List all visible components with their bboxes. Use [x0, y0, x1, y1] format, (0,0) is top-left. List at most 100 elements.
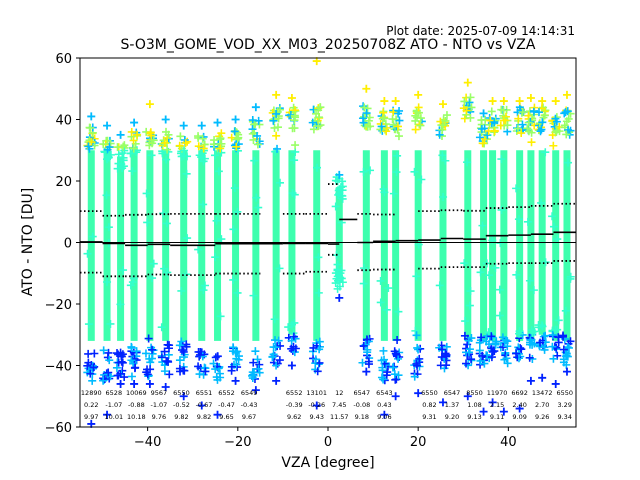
x-axis-label: VZA [degree]: [281, 455, 374, 471]
scatter-point: [525, 276, 534, 285]
bin-stat-value: -1.07: [150, 401, 167, 409]
scatter-point: [335, 189, 344, 198]
scatter-point: [460, 259, 469, 268]
scatter-point: [116, 300, 125, 309]
scatter-point: [411, 116, 420, 125]
scatter-point: [537, 125, 546, 134]
scatter-point: [119, 153, 128, 162]
scatter-point: [254, 116, 263, 125]
bin-stat-value: 9.43: [309, 413, 323, 421]
bin-stat-value: 9567: [151, 389, 168, 397]
scatter-point: [314, 122, 323, 131]
scatter-point: [523, 217, 532, 226]
scatter-point: [291, 147, 300, 156]
scatter-point: [528, 328, 537, 337]
scatter-point: [163, 145, 172, 154]
scatter-point: [249, 358, 258, 367]
scatter-point: [358, 358, 367, 367]
scatter-point: [485, 271, 494, 280]
bin-stat-value: 13472: [532, 389, 553, 397]
scatter-point: [164, 344, 173, 353]
scatter-point: [212, 216, 221, 225]
scatter-column: [99, 121, 115, 419]
x-tick-label: 20: [410, 435, 427, 450]
bin-stats: 12890 0.22 9.97 6528 -1.07 10.01 10069 -0.88 10.…: [81, 389, 573, 421]
scatter-column: [284, 93, 300, 370]
scatter-point: [290, 116, 299, 125]
scatter-point: [564, 125, 573, 134]
scatter-point: [466, 287, 475, 296]
scatter-point: [439, 193, 448, 202]
scatter-point: [126, 281, 135, 290]
bin-stat-value: 9.31: [422, 413, 436, 421]
scatter-density-band: [87, 150, 95, 341]
scatter-point: [148, 274, 157, 283]
bin-stat-value: 13101: [306, 389, 327, 397]
scatter-column: [358, 84, 375, 376]
scatter-point: [287, 344, 296, 353]
scatter-point: [380, 188, 389, 197]
scatter-point: [160, 367, 169, 376]
scatter-point: [466, 113, 475, 122]
scatter-point: [161, 115, 170, 124]
scatter-point: [272, 131, 281, 140]
scatter-point: [182, 340, 191, 349]
scatter-point: [177, 337, 186, 346]
scatter-point: [133, 130, 142, 139]
scatter-point: [216, 134, 225, 143]
scatter-column: [331, 170, 347, 302]
scatter-point: [490, 127, 499, 136]
scatter-point: [538, 118, 547, 127]
bin-stat-value: -0.67: [196, 401, 213, 409]
scatter-point: [199, 200, 208, 209]
scatter-column: [559, 90, 575, 376]
scatter-point: [512, 184, 521, 193]
scatter-point: [175, 141, 184, 150]
scatter-point: [486, 116, 495, 125]
scatter-point: [552, 126, 561, 135]
scatter-point: [412, 107, 421, 116]
scatter-column: [126, 118, 142, 388]
scatter-density-band: [103, 150, 111, 341]
x-tick-label: 0: [324, 435, 332, 450]
scatter-point: [309, 343, 318, 352]
bin-stat-value: 1.37: [445, 401, 459, 409]
scatter-point: [216, 144, 225, 153]
scatter-density-band: [362, 150, 370, 341]
scatter-point: [376, 276, 385, 285]
scatter-point: [103, 410, 112, 419]
scatter-point: [541, 148, 550, 157]
scatter-point: [128, 167, 137, 176]
scatter-point: [380, 410, 389, 419]
scatter-point: [362, 367, 371, 376]
bin-stat-value: 9.06: [377, 413, 391, 421]
scatter-column: [157, 115, 174, 392]
scatter-point: [272, 361, 281, 370]
scatter-point: [211, 253, 220, 262]
scatter-point: [162, 357, 171, 366]
scatter-point: [410, 167, 419, 176]
scatter-point: [441, 156, 450, 165]
scatter-point: [288, 124, 297, 133]
scatter-density-band: [464, 150, 472, 341]
scatter-point: [252, 193, 261, 202]
scatter-point: [417, 175, 426, 184]
scatter-point: [145, 379, 154, 388]
scatter-point: [392, 375, 401, 384]
scatter-point: [564, 343, 573, 352]
scatter-point: [312, 401, 321, 410]
scatter-point: [314, 253, 323, 262]
scatter-point: [477, 333, 486, 342]
scatter-point: [148, 345, 157, 354]
scatter-point: [514, 114, 523, 123]
scatter-point: [442, 342, 451, 351]
bin-stat-value: 10069: [126, 389, 147, 397]
scatter-point: [437, 345, 446, 354]
scatter-point: [126, 149, 135, 158]
y-tick-label: −60: [45, 421, 72, 436]
scatter-point: [284, 323, 293, 332]
chart-title: S-O3M_GOME_VOD_XX_M03_20250708Z ATO - NT…: [121, 37, 536, 53]
scatter-point: [524, 127, 533, 136]
scatter-point: [463, 392, 472, 401]
scatter-point: [462, 359, 471, 368]
